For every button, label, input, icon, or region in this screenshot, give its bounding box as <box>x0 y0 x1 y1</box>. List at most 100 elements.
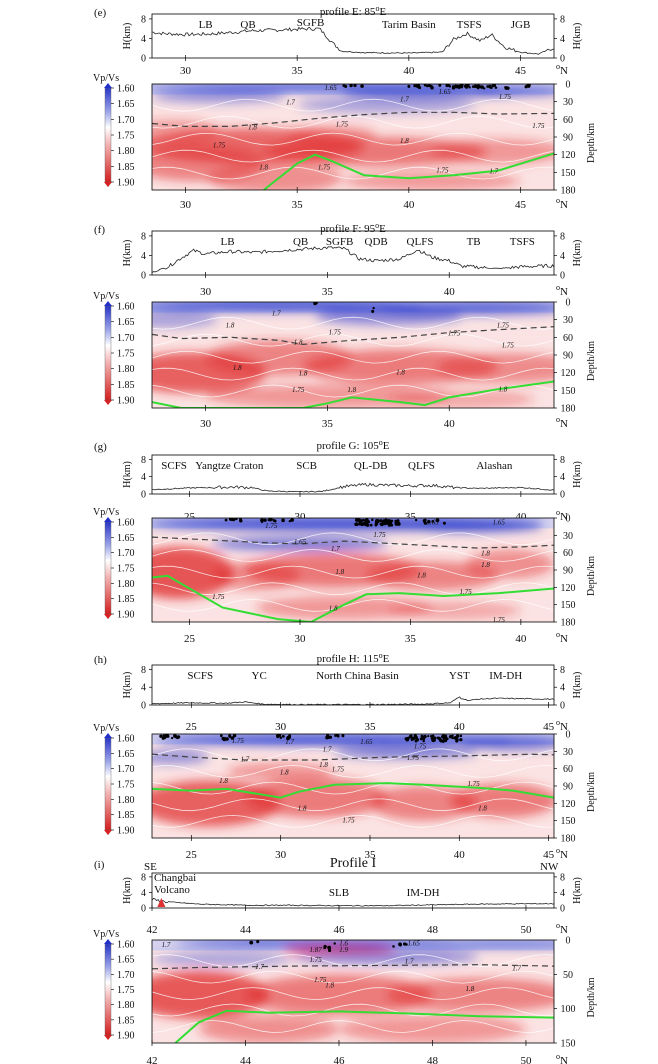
colorbar-bottom-arrow <box>104 182 112 187</box>
topo-tick-label-left: 0 <box>141 904 146 915</box>
earthquake-marker <box>414 739 418 743</box>
low-vpvs-anomaly <box>152 750 210 765</box>
colorbar-title: Vp/Vs <box>93 723 119 734</box>
x-unit-degree: o <box>556 921 560 930</box>
contour-label: 1.7 <box>255 963 264 971</box>
lab-dashed-line <box>152 753 554 761</box>
title-suffix: E <box>379 6 386 18</box>
x-unit-n: N <box>560 65 568 77</box>
region-label: LB <box>220 236 234 248</box>
x-tick-label: 35 <box>292 199 304 211</box>
vpvs-heatmap: 1.65 1.7 1.7 1.65 1.75 1.8 1.75 1.8 1.75 1.75 1.8 1… <box>152 84 554 190</box>
earthquake-marker <box>407 85 411 88</box>
colorbar-bottom-arrow <box>104 830 112 835</box>
topo-axis-label-left: H(km) <box>122 240 133 267</box>
depth-tick-label: 0 <box>566 80 571 91</box>
earthquake-marker <box>425 84 429 88</box>
vpvs-contour <box>152 548 554 562</box>
title-degree: o <box>375 4 379 13</box>
earthquake-marker <box>431 734 435 738</box>
high-vpvs-anomaly <box>388 390 535 408</box>
x-tick-label: 30 <box>180 199 192 211</box>
earthquake-marker <box>323 944 327 949</box>
colorbar <box>104 87 112 183</box>
earthquake-marker <box>414 737 417 740</box>
earthquake-marker <box>387 522 391 525</box>
x-tick-label: 45 <box>543 721 555 733</box>
region-label: SCFS <box>161 460 187 472</box>
colorbar-top-arrow <box>104 733 112 738</box>
earthquake-marker <box>459 734 463 738</box>
contour-label: 1.7 <box>285 738 294 746</box>
x-unit-n: N <box>560 286 568 298</box>
depth-tick-label: 0 <box>566 936 571 947</box>
earthquake-marker <box>363 523 367 527</box>
contour-label: 1.75 <box>232 737 245 745</box>
topo-tick-label-right: 0 <box>560 904 565 915</box>
x-tick-label: 40 <box>515 633 527 645</box>
topo-tick-label-left: 4 <box>141 472 146 483</box>
earthquake-marker <box>342 84 346 88</box>
region-label: LB <box>199 19 213 31</box>
x-unit-label: oN <box>556 196 568 211</box>
x-tick-label: 35 <box>405 633 417 645</box>
contour-label: 1.7 <box>272 310 281 318</box>
earthquake-marker <box>360 519 364 523</box>
colorbar-tick-label: 1.70 <box>117 548 135 559</box>
contour-label: 1.8 <box>335 568 344 576</box>
earthquake-marker <box>354 523 358 526</box>
earthquake-marker <box>408 735 412 739</box>
x-unit-label: oN <box>556 415 568 430</box>
earthquake-marker <box>371 309 375 313</box>
earthquake-marker <box>457 85 460 88</box>
topo-tick-label-right: 4 <box>560 251 565 262</box>
earthquake-marker <box>230 736 235 740</box>
topo-tick-label-left: 4 <box>141 34 146 45</box>
earthquake-marker <box>466 84 470 87</box>
earthquake-marker <box>357 518 361 522</box>
depth-tick-label: 180 <box>561 186 576 197</box>
depth-tick-label: 150 <box>561 168 576 179</box>
depth-tick-label: 90 <box>563 351 573 362</box>
contour-label: 1.75 <box>499 93 512 101</box>
contour-label: 1.75 <box>336 120 349 128</box>
high-vpvs-anomaly <box>245 974 433 1016</box>
earthquake-marker <box>365 518 369 522</box>
contour-label: 1.7 <box>162 941 171 949</box>
topo-tick-label-left: 0 <box>141 701 146 712</box>
x-tick-label: 30 <box>275 849 287 861</box>
x-tick-label: 30 <box>275 721 287 733</box>
x-unit-degree: o <box>556 283 560 292</box>
high-vpvs-anomaly <box>152 546 234 599</box>
depth-tick-label: 90 <box>563 133 573 144</box>
contour-label: 1.7 <box>405 958 414 966</box>
colorbar-bottom-arrow <box>104 1035 112 1040</box>
profile-title: profile G: 105oE <box>316 438 389 452</box>
title-suffix: E <box>383 653 390 665</box>
contour-label: 1.8 <box>498 386 507 394</box>
region-label: YC <box>252 670 267 682</box>
contour-label: 1.75 <box>493 616 506 624</box>
green-boundary-line <box>152 782 554 799</box>
x-unit-n: N <box>560 1055 568 1064</box>
contour-label: 1.75 <box>407 754 420 762</box>
vpvs-contour <box>152 98 554 112</box>
earthquake-marker <box>165 734 170 738</box>
earthquake-marker <box>524 85 528 89</box>
earthquake-marker <box>405 737 410 742</box>
region-label: North China Basin <box>316 670 399 682</box>
depth-tick-label: 60 <box>563 333 573 344</box>
earthquake-marker <box>430 85 434 90</box>
earthquake-marker <box>427 520 431 524</box>
depth-tick-label: 90 <box>563 566 573 577</box>
earthquake-marker <box>225 737 229 741</box>
x-tick-label: 48 <box>427 924 439 936</box>
x-unit-n: N <box>560 633 568 645</box>
vpvs-contour <box>152 367 554 381</box>
region-label: SLB <box>329 887 349 899</box>
contour-label: 1.8 <box>226 321 235 329</box>
earthquake-marker <box>435 518 440 523</box>
vpvs-contour <box>152 532 554 546</box>
earthquake-marker <box>353 84 357 88</box>
